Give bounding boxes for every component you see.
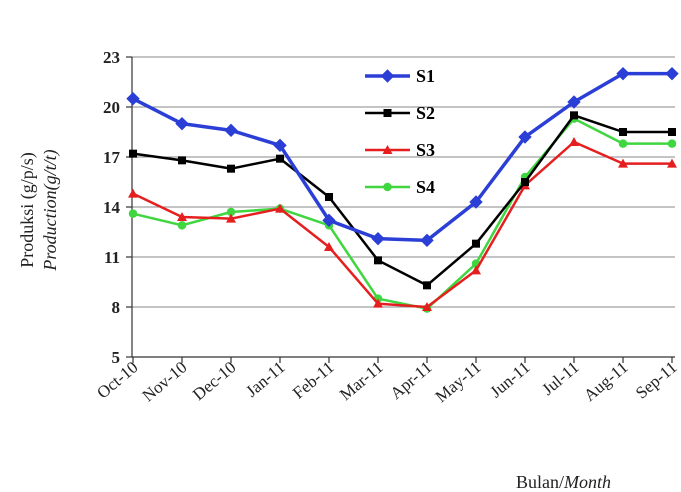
data-point-s3 <box>422 302 432 311</box>
x-tick-label: May-11 <box>432 358 485 407</box>
data-point-s1 <box>224 123 238 138</box>
data-point-s1 <box>371 231 385 246</box>
x-tick-label: Apr-11 <box>386 358 435 403</box>
data-point-s3 <box>373 298 383 308</box>
data-point-s1 <box>126 91 140 106</box>
data-point-s3 <box>226 213 236 223</box>
x-axis-label-main: Bulan/ <box>516 472 564 492</box>
y-axis-label: Produksi (g/p/s) <box>17 152 38 268</box>
legend-item-s3: S3 <box>365 140 435 160</box>
data-point-s3 <box>471 265 481 275</box>
data-point-s1 <box>518 130 532 144</box>
x-tick-label: Jun-11 <box>486 358 533 402</box>
x-tick-label: Dec-10 <box>189 358 240 405</box>
legend-marker <box>383 182 392 192</box>
series-line-s1 <box>132 71 672 243</box>
legend-marker <box>382 145 393 154</box>
legend-label: S3 <box>416 140 435 160</box>
data-point-s4 <box>618 139 628 148</box>
data-point-s2 <box>129 149 137 158</box>
data-point-s2 <box>276 154 284 163</box>
x-axis-label: Bulan/Month <box>516 472 611 492</box>
legend-label: S4 <box>416 177 435 197</box>
x-tick-label: Jan-11 <box>242 358 288 401</box>
series-line-s3 <box>132 140 672 309</box>
data-point-s1 <box>616 66 630 81</box>
y-axis-label-italic: Production(g/t/t) <box>40 149 61 271</box>
data-point-s4 <box>667 139 677 148</box>
legend-item-s1: S1 <box>365 66 435 86</box>
data-point-s1 <box>567 95 581 109</box>
x-tick-label: Sep-11 <box>632 358 681 403</box>
data-point-s4 <box>177 221 187 230</box>
legend-item-s4: S4 <box>365 177 435 197</box>
legend-marker <box>383 109 392 117</box>
data-point-s1 <box>322 213 336 228</box>
y-tick-label: 5 <box>112 348 121 367</box>
data-point-s1 <box>175 116 189 131</box>
y-tick-label: 23 <box>103 48 120 67</box>
data-point-s1 <box>665 66 679 81</box>
data-point-s2 <box>668 128 676 136</box>
y-tick-label: 8 <box>112 298 121 317</box>
legend-marker <box>380 69 395 83</box>
legend: S1 S2 S3 S4 <box>365 66 435 197</box>
series-line-s2 <box>132 114 672 287</box>
data-point-s2 <box>472 239 480 248</box>
legend-label: S2 <box>416 103 435 123</box>
data-point-s2 <box>227 164 235 173</box>
series-s2 <box>129 111 676 290</box>
legend-label: S1 <box>416 66 435 86</box>
data-point-s2 <box>619 128 627 136</box>
y-tick-label: 20 <box>103 98 120 117</box>
data-point-s2 <box>423 281 431 290</box>
y-tick-label: 14 <box>103 198 121 217</box>
legend-item-s2: S2 <box>365 103 435 123</box>
data-point-s3 <box>128 188 138 198</box>
series-s1 <box>126 66 679 248</box>
data-point-s3 <box>324 242 334 251</box>
data-point-s1 <box>469 195 483 209</box>
y-tick-label: 11 <box>104 248 120 267</box>
y-tick-labels: 5 8 11 14 17 20 23 <box>103 48 132 367</box>
y-axis-label-main: Produksi (g/p/s) <box>17 152 38 268</box>
data-point-s2 <box>374 256 382 265</box>
data-point-s2 <box>325 193 333 201</box>
data-point-s3 <box>667 158 677 168</box>
data-point-s4 <box>226 207 236 217</box>
data-point-s2 <box>570 111 578 120</box>
data-point-s2 <box>178 156 186 165</box>
series-line-s4 <box>132 117 672 310</box>
data-point-s3 <box>569 137 579 146</box>
x-tick-label: Aug-11 <box>580 358 632 406</box>
data-point-s1 <box>420 233 434 248</box>
x-tick-label: Nov-10 <box>139 358 191 406</box>
data-point-s4 <box>128 209 138 218</box>
x-tick-label: Feb-11 <box>289 358 338 403</box>
data-point-s3 <box>177 212 187 221</box>
x-axis-label-italic: Month <box>563 472 611 492</box>
x-tick-label: Mar-11 <box>336 358 387 405</box>
data-point-s1 <box>273 138 287 153</box>
data-point-s3 <box>275 203 285 213</box>
data-point-s2 <box>521 178 529 186</box>
data-point-s3 <box>618 158 628 168</box>
y-tick-label: 17 <box>103 148 121 167</box>
series-group <box>126 66 679 313</box>
x-tick-label: Jul-11 <box>538 358 582 399</box>
